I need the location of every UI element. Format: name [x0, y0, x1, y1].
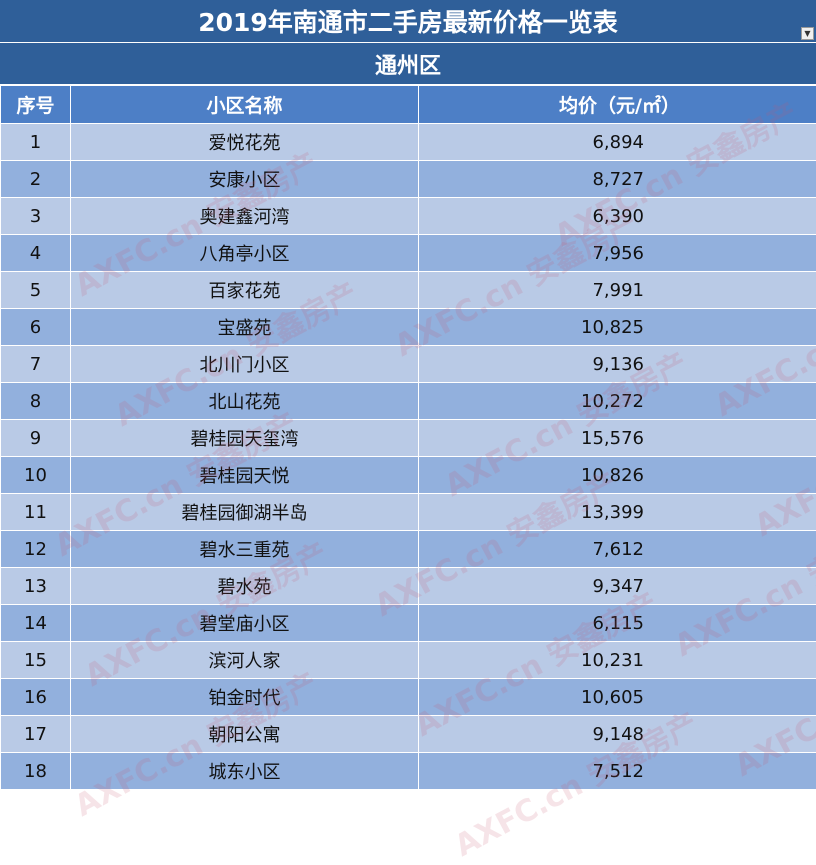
- cell-name[interactable]: 碧水苑: [71, 568, 419, 605]
- header-no[interactable]: 序号: [1, 86, 71, 124]
- header-price[interactable]: 均价（元/㎡）: [419, 86, 816, 124]
- cell-price[interactable]: 6,390: [419, 198, 816, 235]
- cell-no[interactable]: 10: [1, 457, 71, 494]
- cell-price[interactable]: 8,727: [419, 161, 816, 198]
- cell-no[interactable]: 9: [1, 420, 71, 457]
- cell-price[interactable]: 7,956: [419, 235, 816, 272]
- cell-no[interactable]: 8: [1, 383, 71, 420]
- cell-name[interactable]: 碧堂庙小区: [71, 605, 419, 642]
- cell-price[interactable]: 7,991: [419, 272, 816, 309]
- cell-no[interactable]: 11: [1, 494, 71, 531]
- cell-price[interactable]: 9,347: [419, 568, 816, 605]
- cell-price[interactable]: 10,231: [419, 642, 816, 679]
- cell-name[interactable]: 碧水三重苑: [71, 531, 419, 568]
- cell-name[interactable]: 北川门小区: [71, 346, 419, 383]
- cell-no[interactable]: 16: [1, 679, 71, 716]
- cell-no[interactable]: 12: [1, 531, 71, 568]
- spreadsheet: 2019年南通市二手房最新价格一览表 ▼ 通州区 序号 小区名称 均价（元/㎡）…: [0, 0, 816, 789]
- cell-no[interactable]: 5: [1, 272, 71, 309]
- district-name: 通州区: [375, 48, 441, 80]
- cell-price[interactable]: 10,605: [419, 679, 816, 716]
- cell-no[interactable]: 17: [1, 716, 71, 753]
- cell-no[interactable]: 7: [1, 346, 71, 383]
- dropdown-arrow-icon[interactable]: ▼: [801, 27, 814, 40]
- cell-no[interactable]: 4: [1, 235, 71, 272]
- cell-name[interactable]: 奥建鑫河湾: [71, 198, 419, 235]
- cell-no[interactable]: 6: [1, 309, 71, 346]
- cell-name[interactable]: 爱悦花苑: [71, 124, 419, 161]
- cell-no[interactable]: 14: [1, 605, 71, 642]
- cell-name[interactable]: 碧桂园天悦: [71, 457, 419, 494]
- cell-price[interactable]: 6,115: [419, 605, 816, 642]
- cell-no[interactable]: 1: [1, 124, 71, 161]
- cell-name[interactable]: 滨河人家: [71, 642, 419, 679]
- cell-name[interactable]: 铂金时代: [71, 679, 419, 716]
- cell-price[interactable]: 10,825: [419, 309, 816, 346]
- cell-price[interactable]: 13,399: [419, 494, 816, 531]
- cell-name[interactable]: 北山花苑: [71, 383, 419, 420]
- cell-name[interactable]: 百家花苑: [71, 272, 419, 309]
- cell-no[interactable]: 2: [1, 161, 71, 198]
- cell-name[interactable]: 安康小区: [71, 161, 419, 198]
- cell-no[interactable]: 3: [1, 198, 71, 235]
- cell-price[interactable]: 10,272: [419, 383, 816, 420]
- cell-price[interactable]: 15,576: [419, 420, 816, 457]
- cell-name[interactable]: 城东小区: [71, 753, 419, 790]
- header-name[interactable]: 小区名称: [71, 86, 419, 124]
- cell-price[interactable]: 9,136: [419, 346, 816, 383]
- cell-price[interactable]: 7,512: [419, 753, 816, 790]
- cell-price[interactable]: 9,148: [419, 716, 816, 753]
- header-row: 序号 小区名称 均价（元/㎡）: [1, 86, 816, 124]
- cell-no[interactable]: 15: [1, 642, 71, 679]
- cell-name[interactable]: 碧桂园天玺湾: [71, 420, 419, 457]
- cell-price[interactable]: 7,612: [419, 531, 816, 568]
- cell-name[interactable]: 八角亭小区: [71, 235, 419, 272]
- sheet-title: 2019年南通市二手房最新价格一览表: [198, 3, 618, 39]
- sheet-title-bar: 2019年南通市二手房最新价格一览表 ▼: [0, 0, 816, 43]
- cell-name[interactable]: 朝阳公寓: [71, 716, 419, 753]
- cell-price[interactable]: 10,826: [419, 457, 816, 494]
- cell-price[interactable]: 6,894: [419, 124, 816, 161]
- cell-name[interactable]: 碧桂园御湖半岛: [71, 494, 419, 531]
- cell-no[interactable]: 13: [1, 568, 71, 605]
- cell-no[interactable]: 18: [1, 753, 71, 790]
- district-header: 通州区: [0, 43, 816, 85]
- cell-name[interactable]: 宝盛苑: [71, 309, 419, 346]
